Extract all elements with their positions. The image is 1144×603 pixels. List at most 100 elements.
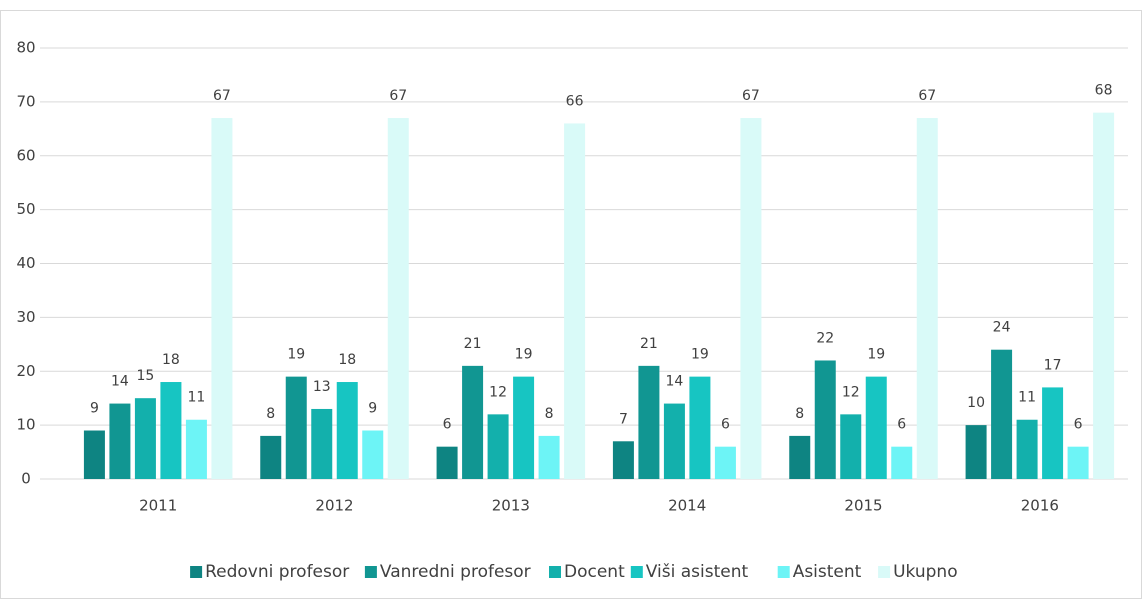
x-tick-label: 2013	[492, 497, 530, 515]
bar	[965, 425, 987, 479]
legend-swatch	[190, 566, 203, 578]
bar	[285, 376, 307, 479]
y-tick-label: 0	[21, 470, 31, 488]
bar	[109, 403, 131, 479]
data-label: 68	[1095, 83, 1113, 99]
data-label: 8	[266, 406, 275, 422]
bar	[336, 382, 358, 479]
bar	[185, 419, 207, 479]
bar	[362, 430, 384, 479]
data-label: 14	[666, 374, 684, 390]
legend-label: Docent	[564, 562, 625, 582]
bar	[689, 376, 711, 479]
data-label: 10	[967, 395, 985, 411]
data-label: 19	[867, 347, 885, 363]
data-label: 21	[464, 336, 482, 352]
data-label: 19	[287, 347, 305, 363]
bar	[714, 446, 736, 479]
bar	[564, 123, 586, 480]
data-label: 8	[795, 406, 804, 422]
x-tick-label: 2014	[668, 497, 706, 515]
bar	[991, 349, 1013, 479]
data-label: 24	[993, 320, 1011, 336]
data-label: 7	[619, 411, 628, 427]
legend-swatch	[630, 566, 643, 578]
data-label: 12	[842, 384, 860, 400]
y-tick-label: 80	[16, 39, 35, 57]
data-label: 6	[1074, 417, 1083, 433]
bar	[916, 118, 938, 479]
legend-label: Viši asistent	[646, 562, 749, 582]
legend-swatch	[777, 566, 790, 578]
bar	[1067, 446, 1089, 479]
bar	[462, 365, 484, 479]
data-label: 67	[389, 88, 407, 104]
bar	[311, 408, 333, 479]
bar	[865, 376, 887, 479]
bar	[612, 441, 634, 479]
bar	[160, 382, 182, 479]
bar	[134, 398, 156, 479]
y-tick-label: 30	[16, 308, 35, 326]
x-tick-label: 2015	[844, 497, 882, 515]
data-label: 19	[691, 347, 709, 363]
bar	[260, 435, 282, 479]
y-tick-label: 40	[16, 254, 35, 272]
bar	[487, 414, 509, 479]
data-label: 19	[515, 347, 533, 363]
data-label: 14	[111, 374, 129, 390]
x-tick-label: 2011	[139, 497, 177, 515]
bar	[789, 435, 811, 479]
data-label: 6	[721, 417, 730, 433]
bar	[638, 365, 660, 479]
data-label: 12	[489, 384, 507, 400]
x-tick-label: 2016	[1021, 497, 1059, 515]
data-label: 66	[566, 93, 584, 109]
y-tick-label: 50	[16, 200, 35, 218]
data-label: 15	[137, 368, 155, 384]
legend-label: Vanredni profesor	[380, 562, 531, 582]
data-label: 21	[640, 336, 658, 352]
data-label: 17	[1044, 357, 1062, 373]
bar	[891, 446, 913, 479]
x-tick-label: 2012	[315, 497, 353, 515]
bar	[1093, 112, 1115, 480]
bar	[1042, 387, 1064, 479]
data-label: 67	[742, 88, 760, 104]
data-label: 18	[162, 352, 180, 368]
bar	[211, 118, 233, 479]
bar	[1016, 419, 1038, 479]
y-tick-label: 60	[16, 146, 35, 164]
bar	[840, 414, 862, 479]
legend-swatch	[364, 566, 377, 578]
bar	[83, 430, 105, 479]
legend-label: Ukupno	[893, 562, 958, 582]
legend-swatch	[878, 566, 891, 578]
bar	[436, 446, 458, 479]
y-tick-label: 20	[16, 362, 35, 380]
bar	[387, 118, 409, 479]
legend-swatch	[549, 566, 561, 578]
bar	[513, 376, 535, 479]
data-label: 11	[1018, 390, 1036, 406]
y-tick-label: 70	[16, 92, 35, 110]
data-label: 6	[897, 417, 906, 433]
data-label: 67	[213, 88, 231, 104]
data-label: 9	[90, 401, 99, 417]
data-label: 18	[338, 352, 356, 368]
data-label: 8	[545, 406, 554, 422]
data-label: 9	[368, 401, 377, 417]
bar	[538, 435, 560, 479]
y-tick-label: 10	[16, 416, 35, 434]
data-label: 22	[816, 330, 834, 346]
data-label: 6	[443, 417, 452, 433]
legend-label: Asistent	[793, 562, 862, 582]
legend-label: Redovni profesor	[205, 562, 349, 582]
bar	[663, 403, 685, 479]
bar	[814, 360, 836, 479]
data-label: 67	[918, 88, 936, 104]
bar	[740, 118, 762, 479]
data-label: 13	[313, 379, 331, 395]
data-label: 11	[188, 390, 206, 406]
